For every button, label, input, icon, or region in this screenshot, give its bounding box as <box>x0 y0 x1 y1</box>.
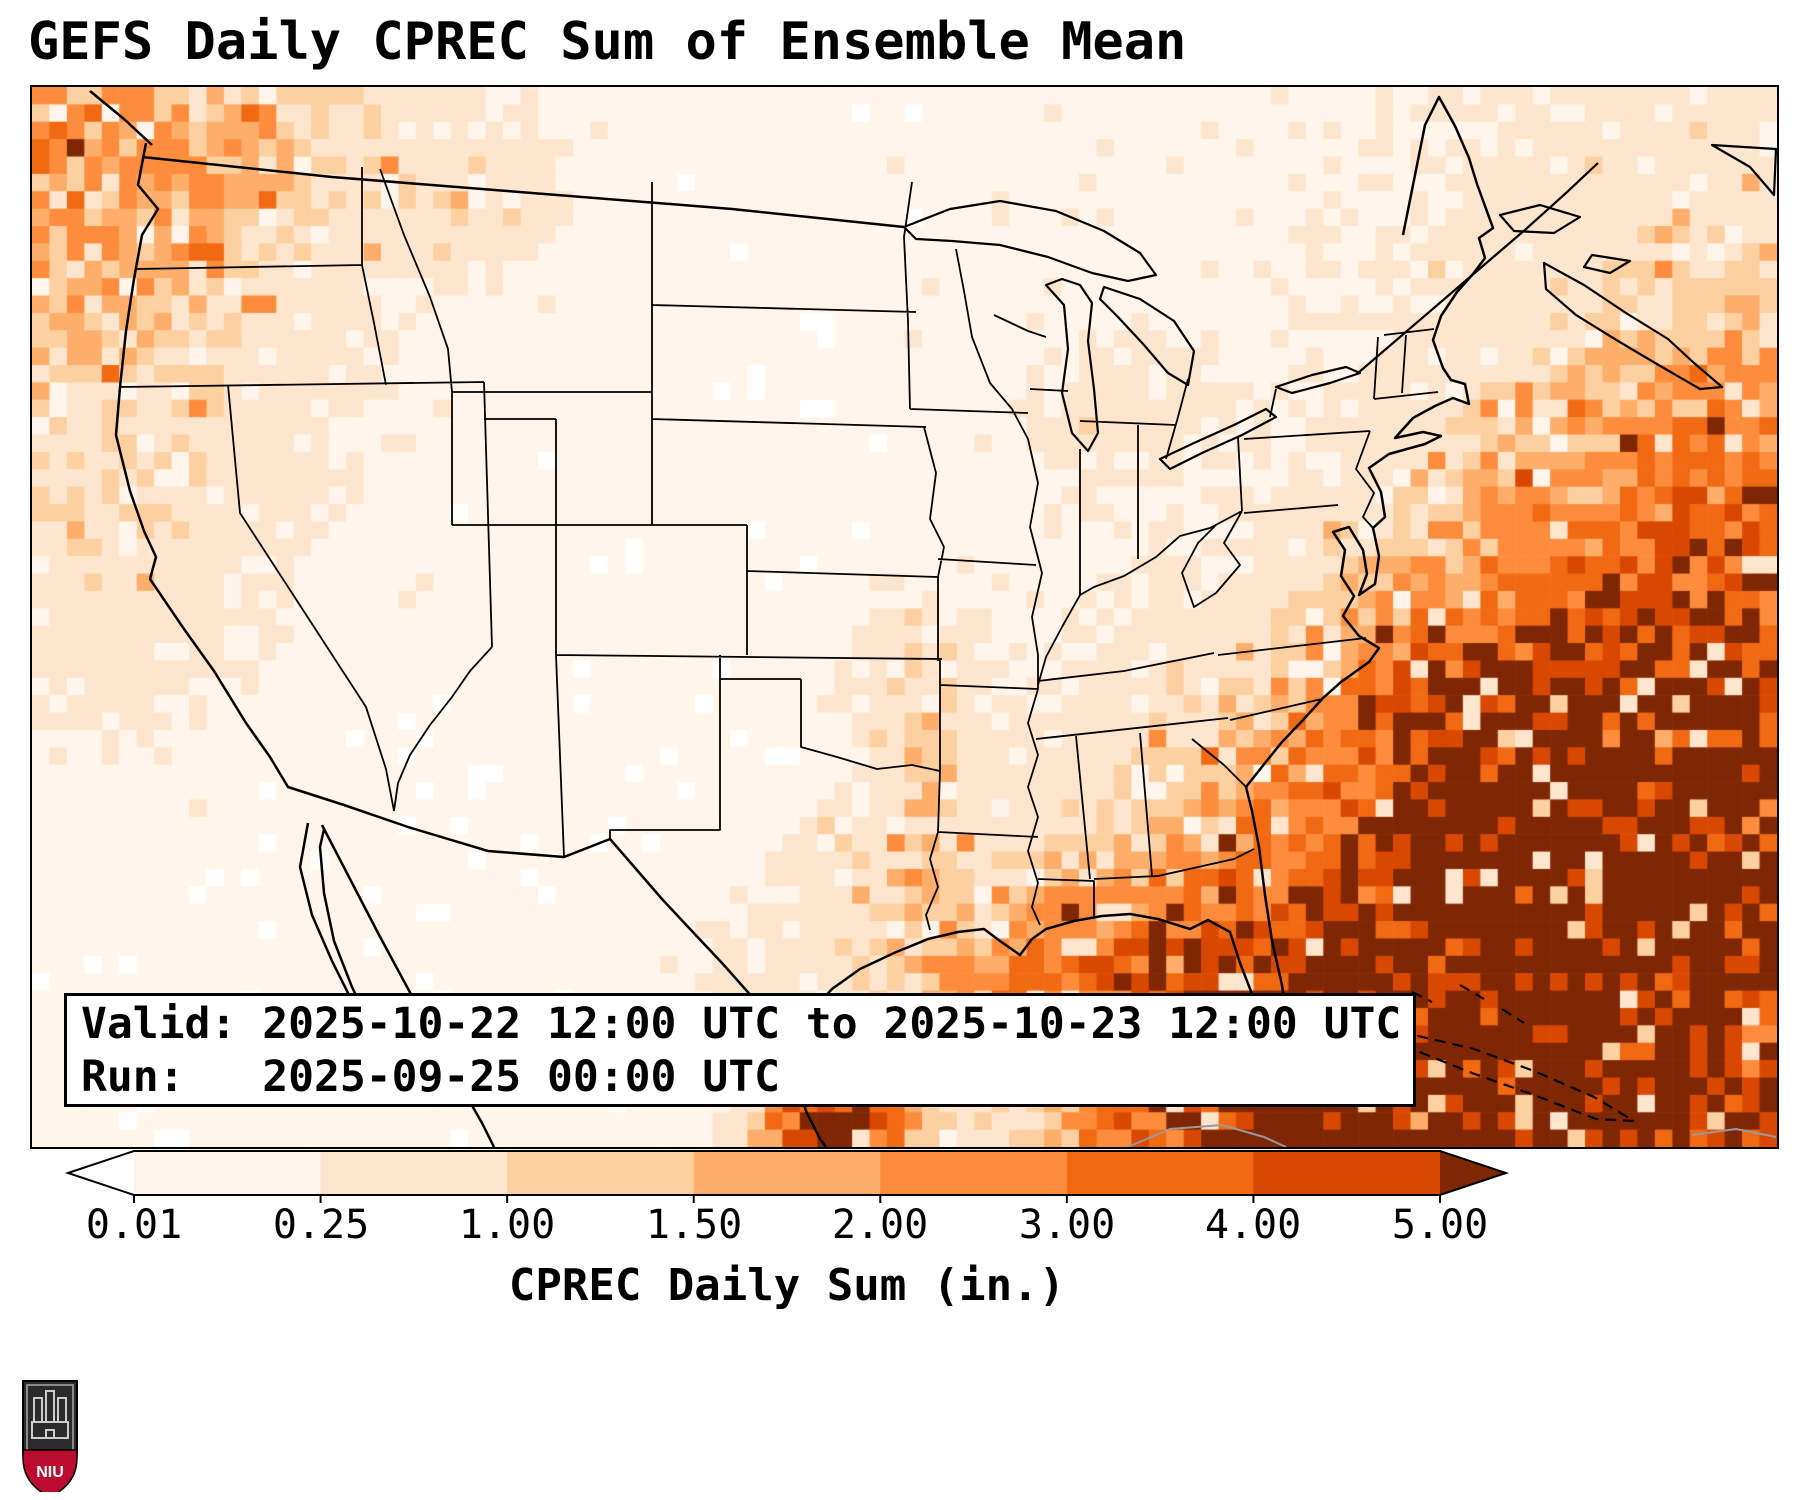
colorbar-tick-2: 1.00 <box>458 1202 556 1248</box>
niu-logo: NIU <box>22 1380 78 1492</box>
colorbar-tick-5: 3.00 <box>1018 1202 1116 1248</box>
state-boundaries <box>119 167 1439 931</box>
niu-band <box>22 1449 78 1492</box>
colorbar <box>64 1150 1510 1203</box>
map-area: Valid: 2025-10-22 12:00 UTC to 2025-10-2… <box>30 85 1779 1149</box>
cuba-bahamas-dashed-coastline <box>1362 984 1635 1123</box>
castle-icon <box>31 1390 69 1439</box>
valid-run-infobox: Valid: 2025-10-22 12:00 UTC to 2025-10-2… <box>64 993 1416 1107</box>
colorbar-segment <box>134 1151 322 1195</box>
colorbar-segment <box>1253 1151 1441 1195</box>
gulf-atlantic-coastline <box>787 95 1495 1047</box>
colorbar-arrow <box>68 1151 134 1195</box>
yucatan-coastline <box>1127 1123 1777 1147</box>
colorbar-arrow <box>1439 1151 1506 1195</box>
colorbar-tick-1: 0.25 <box>272 1202 370 1248</box>
great-lakes-outline <box>902 199 1362 471</box>
colorbar-tick-0: 0.01 <box>85 1202 183 1248</box>
map-boundaries-overlay <box>89 90 1777 1147</box>
colorbar-segment <box>320 1151 508 1195</box>
valid-time-text: Valid: 2025-10-22 12:00 UTC to 2025-10-2… <box>81 999 1402 1049</box>
colorbar-segment <box>507 1151 695 1195</box>
colorbar-segment <box>880 1151 1068 1195</box>
colorbar-tick-7: 5.00 <box>1391 1202 1489 1248</box>
plot-title: GEFS Daily CPREC Sum of Ensemble Mean <box>28 12 1187 72</box>
colorbar-segment <box>1066 1151 1254 1195</box>
niu-logo-text: NIU <box>36 1464 64 1481</box>
colorbar-tick-3: 1.50 <box>645 1202 743 1248</box>
colorbar-tick-4: 2.00 <box>831 1202 929 1248</box>
colorbar-axis-label: CPREC Daily Sum (in.) <box>508 1260 1066 1311</box>
mexico-baja-coastline <box>89 90 496 1147</box>
colorbar-tick-6: 4.00 <box>1204 1202 1302 1248</box>
canada-border-line <box>141 155 905 229</box>
run-time-text: Run: 2025-09-25 00:00 UTC <box>81 1052 780 1102</box>
colorbar-segment <box>693 1151 881 1195</box>
canada-maritime-coastline <box>1357 143 1777 391</box>
